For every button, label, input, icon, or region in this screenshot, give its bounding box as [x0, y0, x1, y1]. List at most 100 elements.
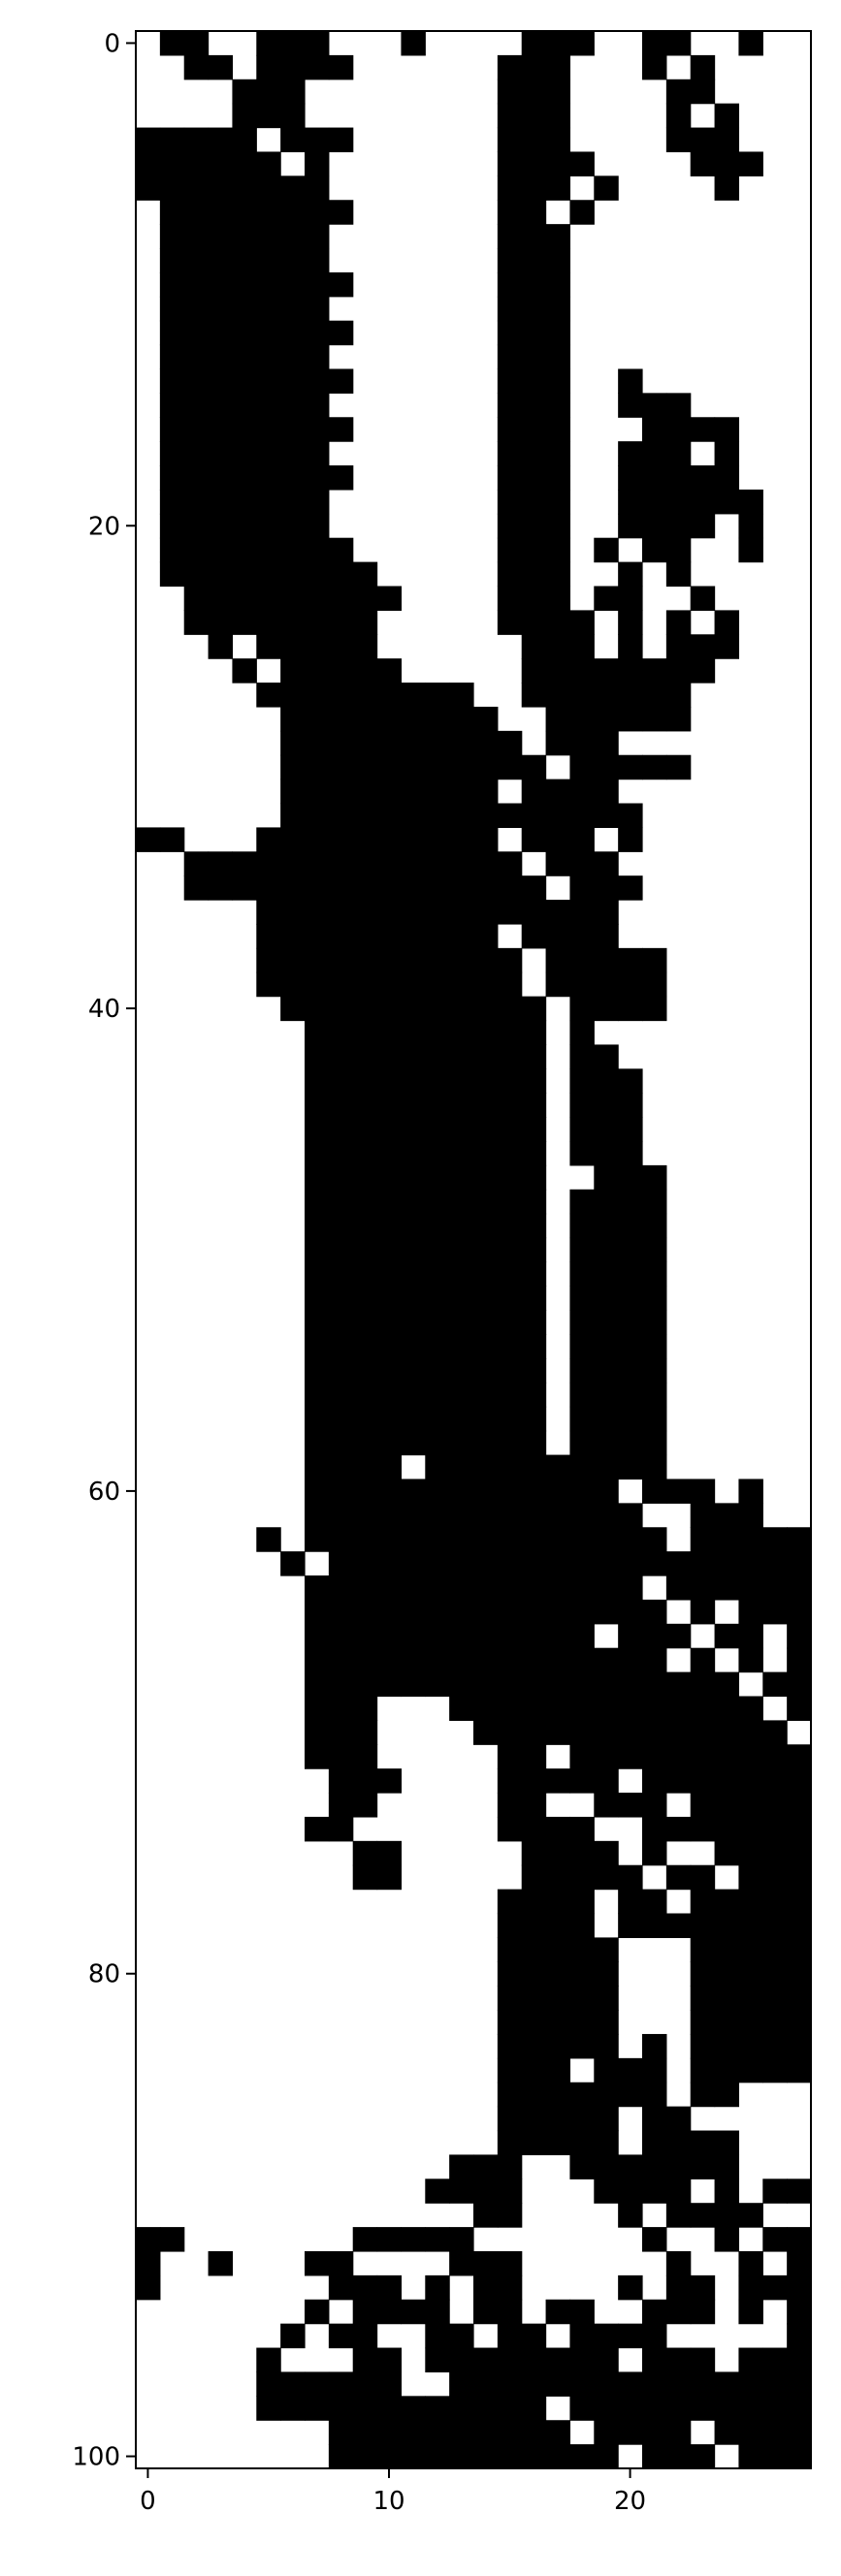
heatmap-cell-r60-c25 — [738, 1479, 763, 1504]
heatmap-cell-r80-c25 — [738, 1961, 763, 1987]
heatmap-cell-r0-c25 — [738, 31, 763, 56]
heatmap-cell-r23-c3 — [208, 586, 234, 611]
heatmap-cell-r64-c22 — [665, 1575, 692, 1601]
heatmap-cell-r35-c10 — [376, 875, 403, 901]
heatmap-cell-r98-c6 — [280, 2396, 306, 2421]
heatmap-cell-r76-c18 — [569, 1864, 595, 1891]
heatmap-cell-r53-c13 — [449, 1310, 474, 1335]
heatmap-cell-r65-c17 — [545, 1599, 571, 1625]
heatmap-cell-r76-c22 — [665, 1864, 692, 1891]
heatmap-cell-r69-c21 — [642, 1696, 667, 1721]
heatmap-cell-r62-c18 — [569, 1527, 595, 1552]
heatmap-cell-r51-c13 — [449, 1261, 474, 1287]
heatmap-cell-r100-c17 — [545, 2444, 571, 2469]
heatmap-cell-r96-c16 — [521, 2347, 547, 2373]
heatmap-cell-r16-c5 — [256, 417, 281, 442]
heatmap-cell-r49-c13 — [449, 1213, 474, 1239]
heatmap-cell-r34-c8 — [328, 851, 354, 876]
heatmap-cell-r70-c16 — [521, 1720, 547, 1745]
heatmap-cell-r82-c26 — [762, 2010, 788, 2035]
heatmap-cell-r42-c14 — [473, 1044, 499, 1069]
x-tick-label: 0 — [140, 2487, 156, 2516]
heatmap-cell-r74-c17 — [545, 1816, 571, 1842]
heatmap-cell-r36-c5 — [256, 900, 281, 925]
heatmap-cell-r18-c4 — [232, 465, 257, 491]
heatmap-cell-r25-c17 — [545, 634, 571, 659]
heatmap-cell-r34-c11 — [401, 851, 426, 876]
heatmap-cell-r49-c12 — [425, 1213, 450, 1239]
heatmap-cell-r6-c5 — [256, 175, 281, 201]
heatmap-cell-r1-c15 — [497, 54, 523, 80]
heatmap-cell-r30-c13 — [449, 754, 474, 780]
heatmap-cell-r49-c11 — [401, 1213, 426, 1239]
heatmap-cell-r36-c11 — [401, 900, 426, 925]
heatmap-cell-r60-c22 — [665, 1479, 692, 1504]
heatmap-cell-r68-c13 — [449, 1671, 474, 1698]
heatmap-cell-r59-c16 — [521, 1454, 547, 1480]
heatmap-cell-r35-c20 — [618, 875, 643, 901]
heatmap-cell-r75-c27 — [787, 1840, 812, 1866]
heatmap-cell-r69-c8 — [328, 1696, 354, 1721]
heatmap-cell-r80-c16 — [521, 1961, 547, 1987]
heatmap-cell-r100-c23 — [690, 2444, 716, 2469]
heatmap-cell-r71-c15 — [497, 1744, 523, 1769]
heatmap-cell-r35-c3 — [208, 875, 234, 901]
heatmap-cell-r54-c15 — [497, 1334, 523, 1359]
heatmap-cell-r19-c17 — [545, 489, 571, 515]
heatmap-cell-r54-c9 — [352, 1334, 378, 1359]
heatmap-cell-r33-c5 — [256, 827, 281, 852]
heatmap-cell-r90-c23 — [690, 2203, 716, 2228]
heatmap-cell-r66-c11 — [401, 1623, 426, 1649]
heatmap-cell-r62-c10 — [376, 1527, 403, 1552]
heatmap-cell-r96-c13 — [449, 2347, 474, 2373]
heatmap-cell-r77-c25 — [738, 1889, 763, 1915]
heatmap-cell-r59-c18 — [569, 1454, 595, 1480]
heatmap-cell-r93-c25 — [738, 2274, 763, 2301]
heatmap-cell-r16-c8 — [328, 417, 354, 442]
heatmap-cell-r46-c10 — [376, 1140, 403, 1166]
heatmap-cell-r64-c10 — [376, 1575, 403, 1601]
heatmap-cell-r36-c15 — [497, 900, 523, 925]
heatmap-cell-r33-c0 — [136, 827, 161, 852]
heatmap-cell-r94-c9 — [352, 2299, 378, 2325]
heatmap-cell-r55-c8 — [328, 1358, 354, 1383]
heatmap-cell-r67-c10 — [376, 1647, 403, 1673]
heatmap-cell-r55-c9 — [352, 1358, 378, 1383]
heatmap-cell-r22-c16 — [521, 561, 547, 588]
heatmap-cell-r59-c15 — [497, 1454, 523, 1480]
heatmap-cell-r33-c17 — [545, 827, 571, 852]
heatmap-cell-r78-c25 — [738, 1913, 763, 1938]
heatmap-cell-r21-c21 — [642, 537, 667, 563]
heatmap-cell-r14-c1 — [159, 368, 185, 394]
heatmap-cell-r17-c20 — [618, 441, 643, 466]
heatmap-cell-r48-c19 — [594, 1189, 619, 1215]
heatmap-cell-r73-c26 — [762, 1793, 788, 1818]
heatmap-cell-r40-c8 — [328, 996, 354, 1022]
heatmap-cell-r71-c22 — [665, 1744, 692, 1769]
heatmap-cell-r71-c23 — [690, 1744, 716, 1769]
heatmap-cell-r95-c6 — [280, 2323, 306, 2349]
heatmap-cell-r82-c17 — [545, 2010, 571, 2035]
heatmap-cell-r4-c7 — [305, 127, 330, 153]
heatmap-cell-r84-c27 — [787, 2057, 812, 2083]
heatmap-cell-r70-c24 — [714, 1720, 740, 1745]
heatmap-cell-r77-c27 — [787, 1889, 812, 1915]
heatmap-cell-r53-c16 — [521, 1310, 547, 1335]
heatmap-cell-r18-c1 — [159, 465, 185, 491]
heatmap-cell-r61-c17 — [545, 1503, 571, 1528]
heatmap-cell-r37-c13 — [449, 923, 474, 949]
heatmap-cell-r90-c24 — [714, 2203, 740, 2228]
heatmap-cell-r10-c2 — [183, 271, 210, 298]
heatmap-cell-r65-c20 — [618, 1599, 643, 1625]
heatmap-cell-r45-c16 — [521, 1117, 547, 1142]
heatmap-cell-r51-c14 — [473, 1261, 499, 1287]
heatmap-cell-r91-c13 — [449, 2227, 474, 2252]
heatmap-cell-r100-c21 — [642, 2444, 667, 2469]
heatmap-cell-r69-c15 — [497, 1696, 523, 1721]
heatmap-cell-r63-c17 — [545, 1551, 571, 1576]
heatmap-cell-r21-c19 — [594, 537, 619, 563]
heatmap-cell-r66-c9 — [352, 1623, 378, 1649]
heatmap-cell-r18-c23 — [690, 465, 716, 491]
heatmap-cell-r39-c17 — [545, 971, 571, 998]
heatmap-cell-r20-c23 — [690, 513, 716, 539]
